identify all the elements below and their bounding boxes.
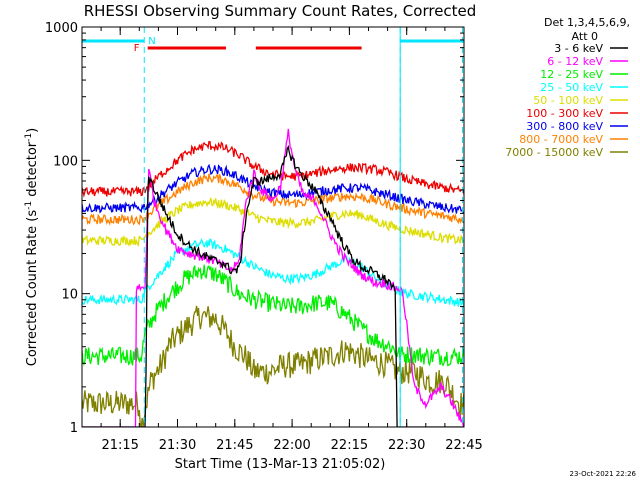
- legend-label: 300 - 800 keV: [526, 120, 603, 133]
- x-tick-label: 22:30: [388, 438, 425, 453]
- x-tick-label: 22:00: [273, 438, 310, 453]
- x-tick-label: 21:15: [101, 438, 138, 453]
- chart-title: RHESSI Observing Summary Count Rates, Co…: [84, 2, 477, 20]
- legend-header-line1: Det 1,3,4,5,6,9,: [544, 16, 630, 29]
- y-tick-label: 10: [61, 288, 78, 303]
- night-flag-label: N: [148, 36, 155, 47]
- legend-label: 100 - 300 keV: [526, 107, 603, 120]
- legend-header-line2: Att 0: [572, 30, 598, 43]
- y-tick-label: 1: [70, 421, 78, 436]
- y-axis-label: Corrected Count Rate (s-1 detector-1): [24, 128, 40, 366]
- y-tick-label: 1000: [45, 21, 78, 36]
- x-tick-label: 21:30: [159, 438, 196, 453]
- x-tick-label: 22:15: [331, 438, 368, 453]
- series-line-3-6-kev: [82, 144, 464, 427]
- footer-date: 23-Oct-2021 22:26: [570, 470, 637, 478]
- y-tick-label: 100: [53, 154, 78, 169]
- legend-label: 12 - 25 keV: [540, 68, 603, 81]
- legend-label: 50 - 100 keV: [533, 94, 603, 107]
- legend-label: 800 - 7000 keV: [519, 133, 603, 146]
- legend-label: 25 - 50 keV: [540, 81, 603, 94]
- x-tick-label: 22:45: [445, 438, 482, 453]
- legend-label: 6 - 12 keV: [547, 55, 603, 68]
- x-axis-label: Start Time (13-Mar-13 21:05:02): [175, 457, 386, 472]
- x-tick-label: 21:45: [216, 438, 253, 453]
- flare-flag-label: F: [134, 43, 140, 54]
- legend-label: 3 - 6 keV: [554, 42, 603, 55]
- legend-label: 7000 - 15000 keV: [505, 146, 603, 159]
